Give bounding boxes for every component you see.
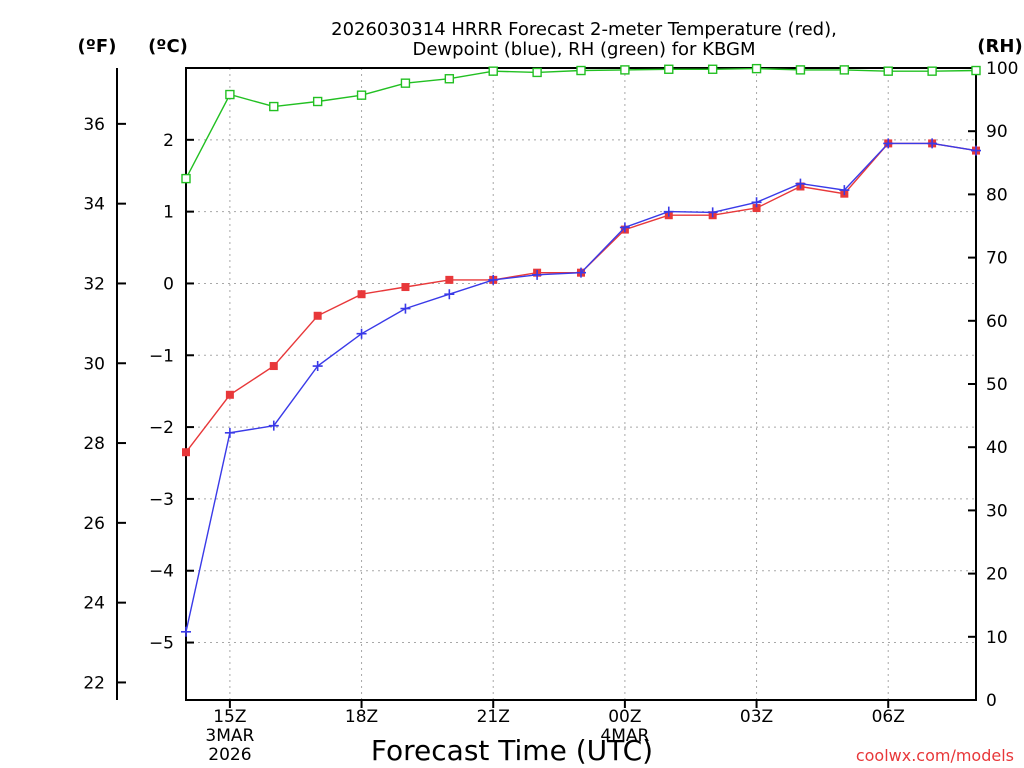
temperature-point	[401, 283, 410, 292]
chart-title-line2: Dewpoint (blue), RH (green) for KBGM	[413, 39, 756, 60]
rh-point	[488, 66, 498, 76]
rh-tick-label: 20	[986, 565, 1008, 585]
celsius-tick-label: 2	[163, 131, 174, 151]
x-tick-label: 00Z	[608, 707, 641, 727]
rh-tick-label: 70	[986, 249, 1008, 269]
rh-tick-label: 0	[986, 691, 997, 711]
dewpoint-point	[883, 138, 894, 149]
rh-point	[532, 67, 542, 78]
celsius-tick-label: −1	[149, 346, 174, 366]
fahrenheit-tick-label: 26	[83, 514, 105, 534]
rh-tick-label: 50	[986, 375, 1008, 395]
x-tick-date-label: 4MAR	[600, 726, 649, 746]
rh-tick-label: 90	[986, 122, 1008, 142]
rh-tick-label: 30	[986, 501, 1008, 521]
dewpoint-point	[312, 361, 323, 372]
fahrenheit-tick-label: 36	[83, 115, 105, 135]
dewpoint-point	[576, 267, 586, 278]
celsius-tick-label: −3	[149, 490, 174, 510]
temperature-point	[357, 290, 366, 299]
dewpoint-line	[185, 142, 977, 632]
dewpoint-point	[971, 145, 981, 156]
rh-point	[444, 74, 455, 84]
rh-point	[400, 78, 411, 88]
fahrenheit-tick-label: 28	[83, 434, 105, 454]
dewpoint-point	[839, 185, 850, 196]
celsius-unit-label: (ºC)	[148, 36, 188, 57]
x-tick-label: 15Z	[213, 707, 246, 727]
rh-point	[795, 65, 806, 75]
temperature-point	[752, 204, 761, 213]
rh-tick-label: 10	[986, 628, 1008, 648]
dewpoint-point	[751, 197, 762, 208]
rh-point	[971, 65, 981, 76]
fahrenheit-tick-label: 34	[83, 195, 105, 215]
celsius-tick-label: 0	[163, 274, 174, 294]
dewpoint-point	[795, 178, 806, 189]
rh-tick-label: 80	[986, 185, 1008, 205]
rh-point	[927, 66, 937, 76]
rh-tick-label: 100	[986, 59, 1018, 79]
celsius-tick-label: 1	[163, 203, 174, 223]
rh-point	[576, 65, 586, 76]
rh-point	[839, 65, 850, 75]
chart-title-line1: 2026030314 HRRR Forecast 2-meter Tempera…	[331, 19, 837, 40]
fahrenheit-unit-label: (ºF)	[78, 36, 117, 57]
x-axis-label: Forecast Time (UTC)	[371, 734, 653, 767]
temperature-point	[225, 390, 234, 399]
rh-point	[312, 96, 323, 107]
rh-point	[751, 63, 762, 74]
temperature-point	[445, 275, 454, 284]
fahrenheit-tick-label: 22	[83, 673, 105, 693]
x-tick-label: 21Z	[477, 707, 510, 727]
rh-point	[883, 66, 893, 76]
rh-point	[620, 65, 630, 75]
series-layer	[181, 63, 981, 637]
dewpoint-point	[400, 303, 411, 314]
rh-line	[185, 67, 977, 179]
dewpoint-point	[356, 328, 367, 339]
axes: 2224262830323436−5−4−3−2−101201020304050…	[83, 59, 1018, 711]
credit-label: coolwx.com/models	[856, 746, 1014, 765]
fahrenheit-tick-label: 30	[83, 354, 105, 374]
rh-point	[707, 64, 718, 74]
x-tick-date-label: 3MAR	[205, 726, 254, 746]
rh-point	[269, 101, 279, 112]
rh-point	[225, 89, 235, 100]
celsius-tick-label: −2	[149, 418, 174, 438]
dewpoint-point	[488, 274, 499, 285]
x-tick-label: 03Z	[740, 707, 773, 727]
temperature-point	[182, 448, 190, 457]
dewpoint-point	[444, 289, 455, 300]
rh-point	[664, 64, 674, 74]
temperature-line	[185, 142, 977, 453]
dewpoint-point	[268, 420, 279, 431]
rh-tick-label: 40	[986, 438, 1008, 458]
dewpoint-point	[181, 626, 191, 637]
celsius-tick-label: −4	[149, 562, 174, 582]
fahrenheit-tick-label: 24	[83, 594, 105, 614]
temperature-point	[313, 311, 322, 320]
dewpoint-point	[532, 269, 543, 280]
rh-tick-label: 60	[986, 312, 1008, 332]
dewpoint-point	[707, 207, 718, 218]
x-tick-year-label: 2026	[208, 745, 251, 765]
rh-point	[356, 90, 367, 100]
dewpoint-point	[927, 138, 938, 149]
celsius-tick-label: −5	[149, 634, 174, 654]
dewpoint-point	[663, 206, 674, 217]
rh-point	[181, 173, 191, 184]
fahrenheit-tick-label: 32	[83, 274, 105, 294]
dewpoint-point	[619, 222, 630, 233]
rh-unit-label: (RH)	[977, 36, 1022, 57]
temperature-point	[269, 362, 278, 371]
x-tick-label: 18Z	[345, 707, 378, 727]
dewpoint-point	[224, 427, 235, 438]
x-tick-label: 06Z	[872, 707, 905, 727]
